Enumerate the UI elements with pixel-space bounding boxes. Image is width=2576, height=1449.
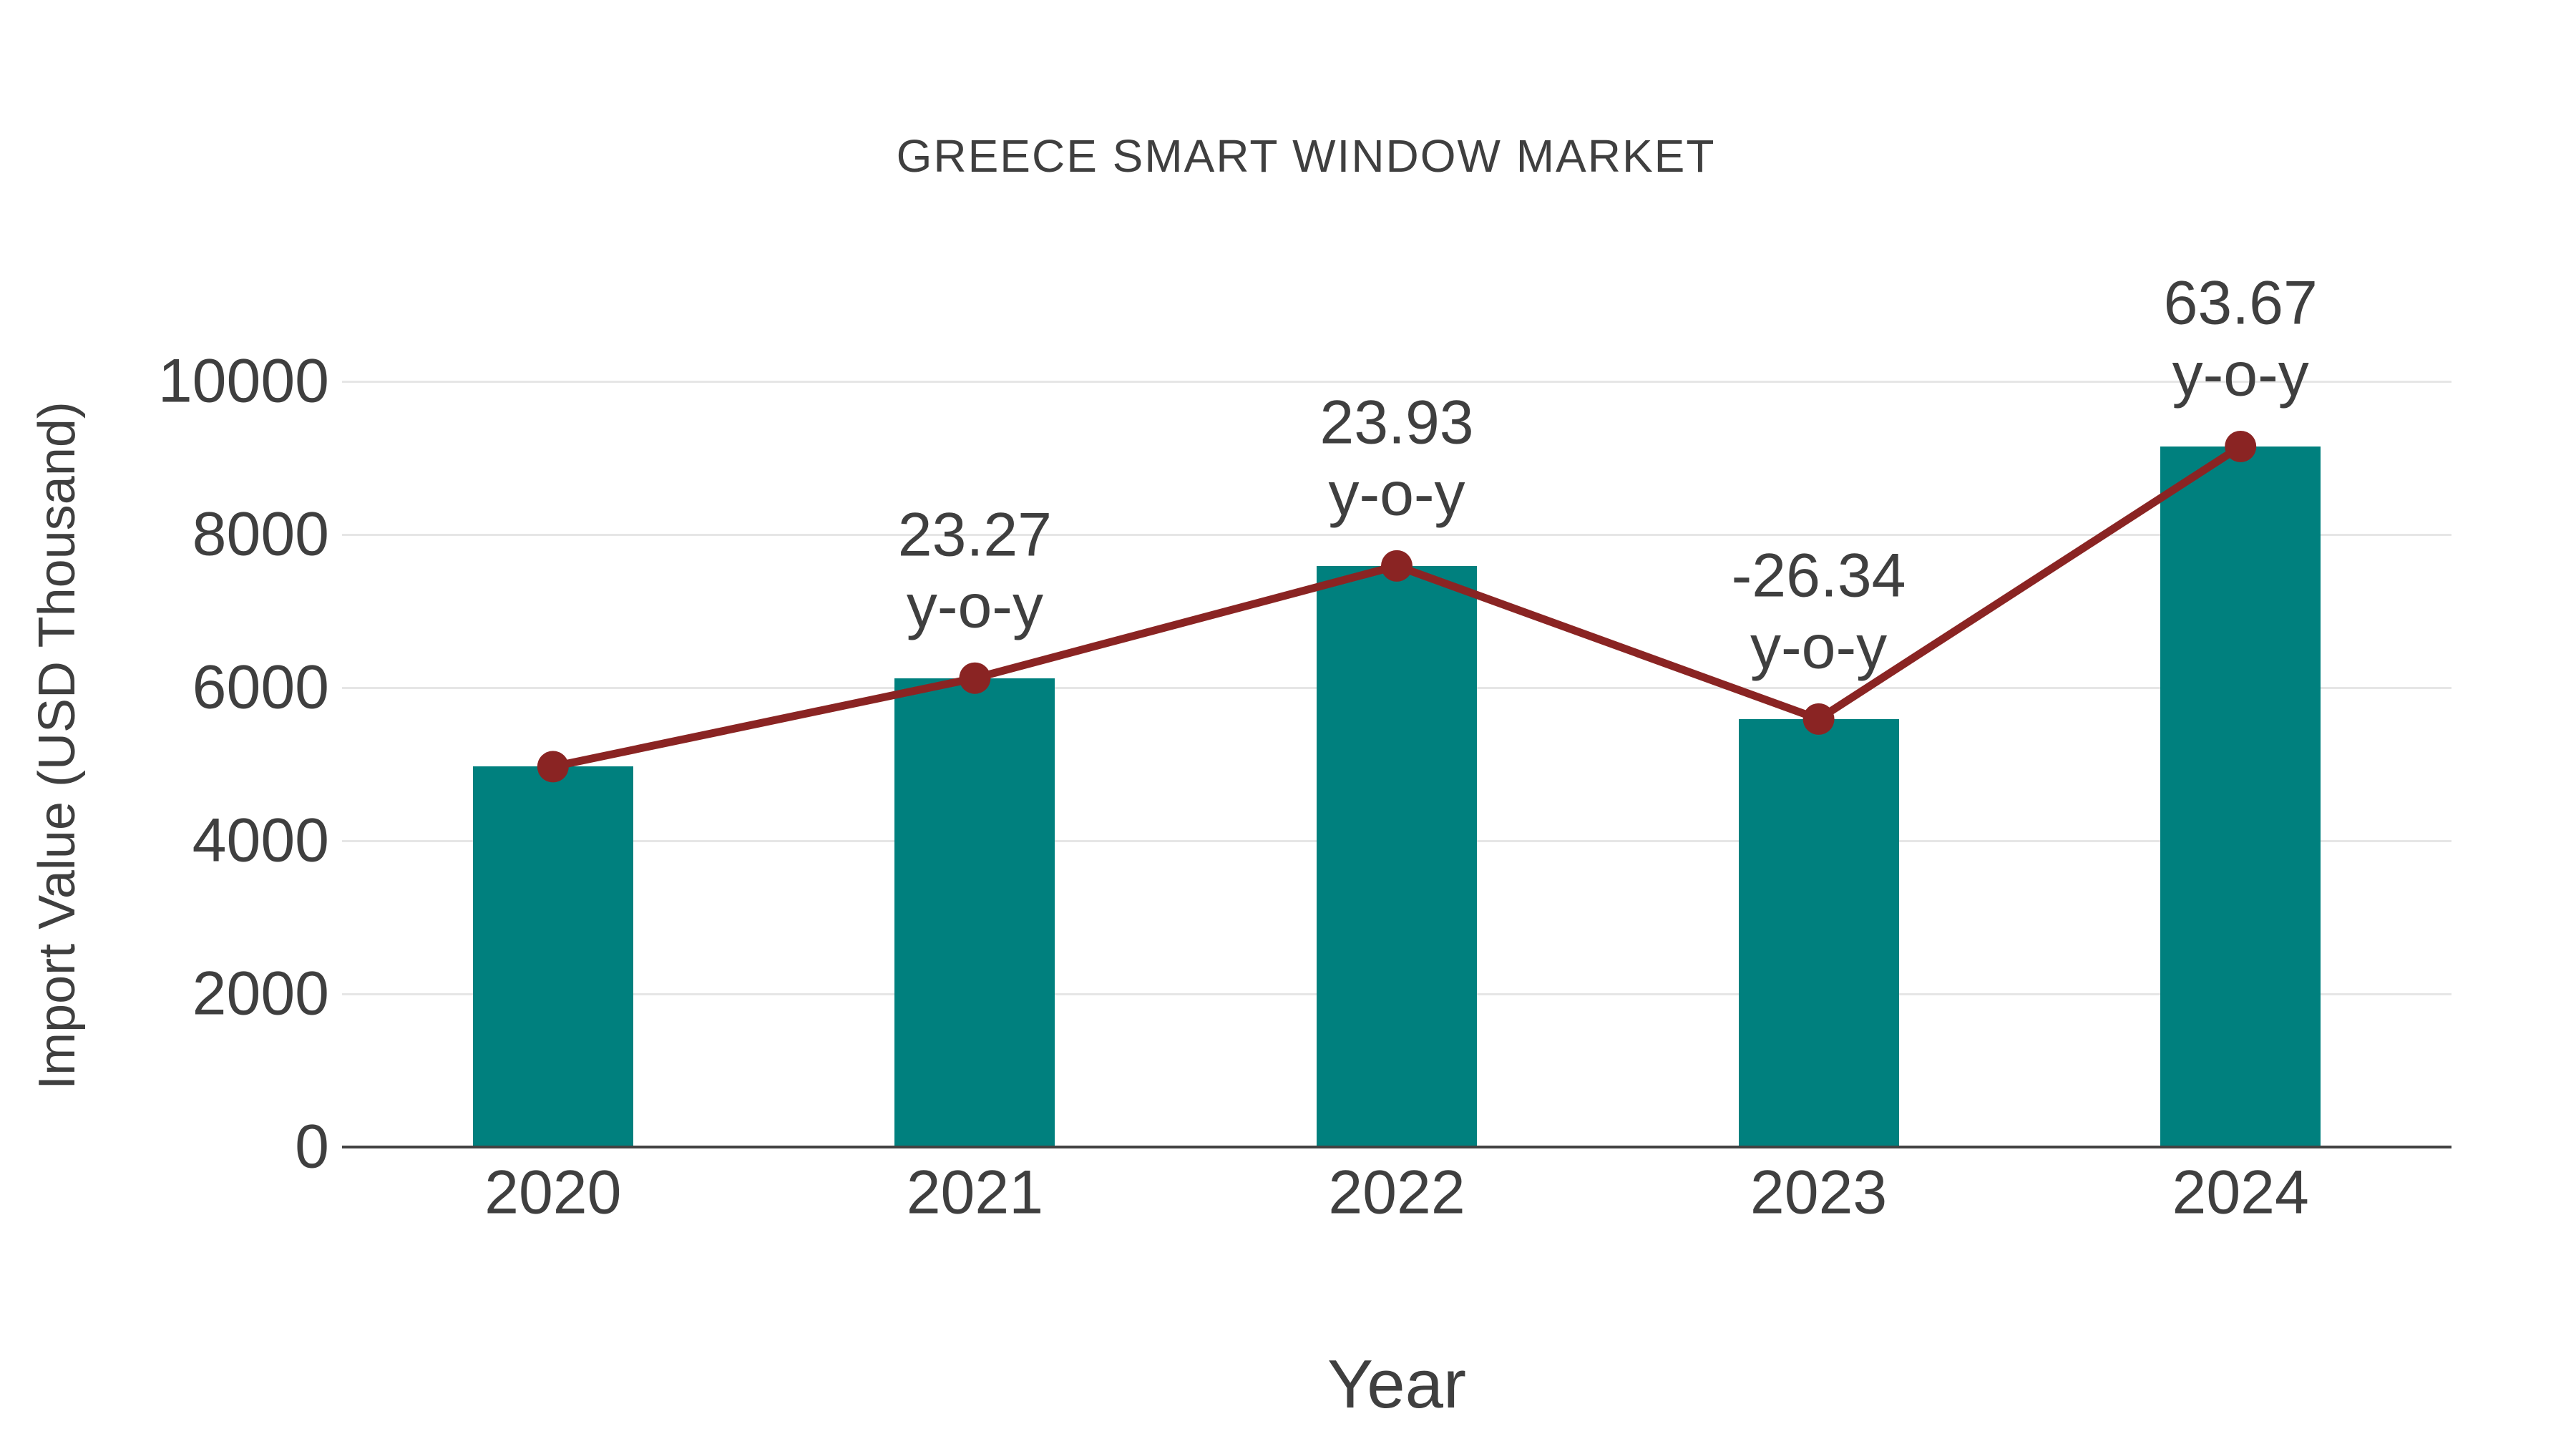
- gridline-8000: [342, 533, 2451, 536]
- y-tick-label-8000: 8000: [192, 499, 329, 569]
- y-tick-label-0: 0: [295, 1112, 329, 1181]
- x-tick-label-2022: 2022: [1328, 1158, 1465, 1227]
- bar-2024: [2160, 446, 2321, 1147]
- yoy-value-label-2021: 23.27: [897, 500, 1052, 570]
- x-tick-label-2021: 2021: [906, 1158, 1044, 1227]
- x-tick-label-2023: 2023: [1750, 1158, 1888, 1227]
- yoy-suffix-label-2022: y-o-y: [1328, 459, 1465, 529]
- bar-2021: [894, 678, 1055, 1147]
- y-tick-label-6000: 6000: [192, 653, 329, 722]
- yoy-value-label-2022: 23.93: [1319, 388, 1474, 457]
- bar-2023: [1738, 718, 1899, 1147]
- y-tick-label-2000: 2000: [192, 959, 329, 1028]
- yoy-suffix-label-2021: y-o-y: [906, 572, 1043, 641]
- yoy-suffix-label-2023: y-o-y: [1750, 613, 1888, 682]
- x-axis-line: [342, 1146, 2451, 1148]
- y-tick-label-4000: 4000: [192, 806, 329, 875]
- x-axis-title: Year: [1327, 1346, 1466, 1423]
- yoy-suffix-label-2024: y-o-y: [2172, 340, 2309, 409]
- bar-2022: [1317, 565, 1477, 1147]
- yoy-value-label-2024: 63.67: [2163, 268, 2318, 338]
- chart-title: GREECE SMART WINDOW MARKET: [896, 130, 1716, 182]
- x-tick-label-2024: 2024: [2172, 1158, 2309, 1227]
- y-tick-label-10000: 10000: [157, 346, 329, 416]
- x-tick-label-2020: 2020: [484, 1158, 622, 1227]
- gridline-10000: [342, 380, 2451, 383]
- yoy-value-label-2023: -26.34: [1731, 541, 1906, 610]
- bar-2020: [472, 766, 633, 1147]
